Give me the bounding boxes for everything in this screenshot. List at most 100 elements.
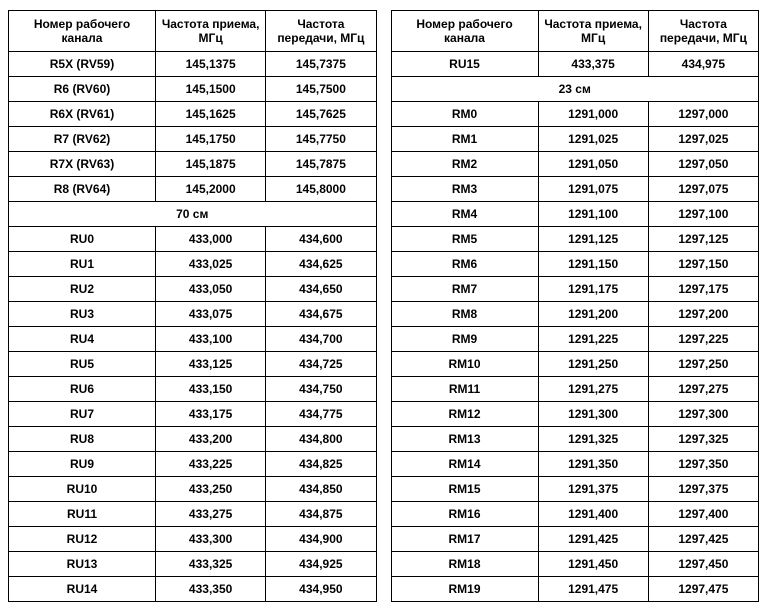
table-row: RM61291,1501297,150 <box>391 252 759 277</box>
cell-rx: 1291,000 <box>538 102 648 127</box>
table-row: RU2433,050434,650 <box>9 277 377 302</box>
cell-rx: 433,050 <box>156 277 266 302</box>
cell-tx: 1297,075 <box>648 177 758 202</box>
cell-tx: 434,650 <box>266 277 376 302</box>
table-row: RM171291,4251297,425 <box>391 527 759 552</box>
table-row: RM41291,1001297,100 <box>391 202 759 227</box>
cell-rx: 433,100 <box>156 327 266 352</box>
table-row: RU3433,075434,675 <box>9 302 377 327</box>
cell-rx: 1291,175 <box>538 277 648 302</box>
cell-channel: RM6 <box>391 252 538 277</box>
cell-rx: 1291,250 <box>538 352 648 377</box>
table-row: RU8433,200434,800 <box>9 427 377 452</box>
cell-rx: 1291,400 <box>538 502 648 527</box>
cell-rx: 1291,225 <box>538 327 648 352</box>
cell-channel: RU12 <box>9 527 156 552</box>
table-row: RU6433,150434,750 <box>9 377 377 402</box>
cell-rx: 1291,275 <box>538 377 648 402</box>
table-row: RM161291,4001297,400 <box>391 502 759 527</box>
cell-rx: 1291,050 <box>538 152 648 177</box>
cell-channel: RM1 <box>391 127 538 152</box>
cell-rx: 145,1500 <box>156 77 266 102</box>
cell-tx: 1297,025 <box>648 127 758 152</box>
cell-tx: 434,725 <box>266 352 376 377</box>
cell-channel: RU9 <box>9 452 156 477</box>
table-row: R8 (RV64)145,2000145,8000 <box>9 177 377 202</box>
cell-tx: 1297,400 <box>648 502 758 527</box>
table-row: RU1433,025434,625 <box>9 252 377 277</box>
cell-tx: 434,900 <box>266 527 376 552</box>
cell-tx: 434,975 <box>648 52 758 77</box>
table-row: RM11291,0251297,025 <box>391 127 759 152</box>
cell-channel: RM10 <box>391 352 538 377</box>
cell-rx: 1291,100 <box>538 202 648 227</box>
cell-rx: 433,250 <box>156 477 266 502</box>
cell-tx: 1297,175 <box>648 277 758 302</box>
cell-rx: 433,000 <box>156 227 266 252</box>
cell-tx: 1297,425 <box>648 527 758 552</box>
cell-tx: 145,7625 <box>266 102 376 127</box>
table-row: R6X (RV61)145,1625145,7625 <box>9 102 377 127</box>
cell-rx: 1291,375 <box>538 477 648 502</box>
table-row: RM121291,3001297,300 <box>391 402 759 427</box>
cell-channel: RU1 <box>9 252 156 277</box>
cell-channel: RM15 <box>391 477 538 502</box>
cell-channel: RU5 <box>9 352 156 377</box>
cell-rx: 1291,450 <box>538 552 648 577</box>
left-table: Номер рабочего канала Частота приема, МГ… <box>8 10 377 602</box>
cell-channel: RU2 <box>9 277 156 302</box>
cell-channel: RM7 <box>391 277 538 302</box>
table-row: R7 (RV62)145,1750145,7750 <box>9 127 377 152</box>
cell-tx: 434,775 <box>266 402 376 427</box>
cell-tx: 434,825 <box>266 452 376 477</box>
cell-tx: 1297,275 <box>648 377 758 402</box>
cell-channel: RM18 <box>391 552 538 577</box>
table-row: R5X (RV59)145,1375145,7375 <box>9 52 377 77</box>
table-row: R7X (RV63)145,1875145,7875 <box>9 152 377 177</box>
cell-tx: 145,7750 <box>266 127 376 152</box>
table-row: RU14433,350434,950 <box>9 577 377 602</box>
cell-tx: 1297,450 <box>648 552 758 577</box>
cell-channel: RM0 <box>391 102 538 127</box>
cell-channel: RM5 <box>391 227 538 252</box>
table-row: RU15433,375434,975 <box>391 52 759 77</box>
cell-rx: 433,300 <box>156 527 266 552</box>
table-row: RM141291,3501297,350 <box>391 452 759 477</box>
cell-tx: 1297,475 <box>648 577 758 602</box>
cell-channel: RU13 <box>9 552 156 577</box>
cell-tx: 434,750 <box>266 377 376 402</box>
table-row: RM81291,2001297,200 <box>391 302 759 327</box>
cell-rx: 145,2000 <box>156 177 266 202</box>
cell-rx: 1291,475 <box>538 577 648 602</box>
table-row: RU13433,325434,925 <box>9 552 377 577</box>
cell-rx: 145,1625 <box>156 102 266 127</box>
cell-tx: 1297,150 <box>648 252 758 277</box>
cell-channel: RU10 <box>9 477 156 502</box>
table-row: RM91291,2251297,225 <box>391 327 759 352</box>
table-row: RM151291,3751297,375 <box>391 477 759 502</box>
cell-rx: 145,1375 <box>156 52 266 77</box>
table-row: R6 (RV60)145,1500145,7500 <box>9 77 377 102</box>
table-row: RU10433,250434,850 <box>9 477 377 502</box>
cell-rx: 1291,350 <box>538 452 648 477</box>
cell-channel: RM16 <box>391 502 538 527</box>
cell-channel: R8 (RV64) <box>9 177 156 202</box>
col-header-tx: Частота передачи, МГц <box>648 11 758 52</box>
cell-tx: 145,8000 <box>266 177 376 202</box>
cell-channel: RU7 <box>9 402 156 427</box>
cell-tx: 1297,325 <box>648 427 758 452</box>
cell-channel: RU15 <box>391 52 538 77</box>
cell-tx: 1297,300 <box>648 402 758 427</box>
table-row: RU4433,100434,700 <box>9 327 377 352</box>
cell-tx: 434,700 <box>266 327 376 352</box>
cell-channel: RM11 <box>391 377 538 402</box>
table-row: RM191291,4751297,475 <box>391 577 759 602</box>
col-header-tx: Частота передачи, МГц <box>266 11 376 52</box>
cell-tx: 434,600 <box>266 227 376 252</box>
cell-rx: 1291,325 <box>538 427 648 452</box>
table-row: RU12433,300434,900 <box>9 527 377 552</box>
cell-channel: RM14 <box>391 452 538 477</box>
table-row: RU11433,275434,875 <box>9 502 377 527</box>
cell-tx: 434,925 <box>266 552 376 577</box>
table-row: RM181291,4501297,450 <box>391 552 759 577</box>
